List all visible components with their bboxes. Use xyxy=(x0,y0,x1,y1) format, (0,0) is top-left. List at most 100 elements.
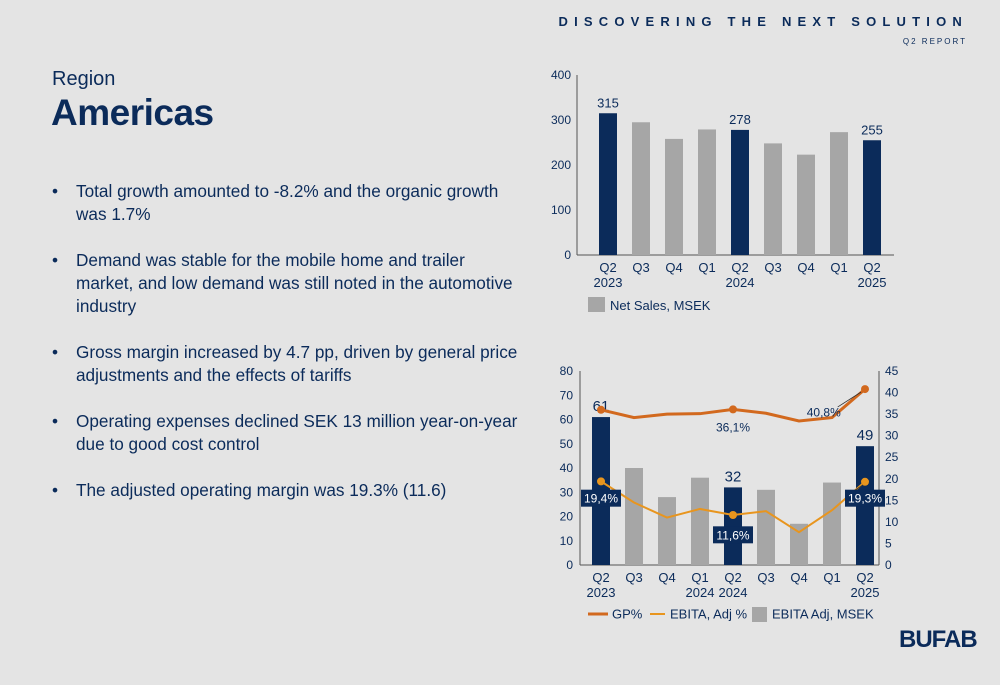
y-right-tick-label: 45 xyxy=(885,364,899,378)
series-marker xyxy=(861,477,869,486)
y-right-tick-label: 0 xyxy=(885,558,892,572)
bar-data-label: 32 xyxy=(725,468,742,485)
bar xyxy=(731,129,749,255)
report-header-title: DISCOVERING THE NEXT SOLUTION xyxy=(558,14,968,29)
bar xyxy=(658,497,676,565)
legend-label: EBITA, Adj % xyxy=(670,607,748,622)
series-marker xyxy=(597,477,605,486)
line-data-label: 40,8% xyxy=(807,405,841,419)
label-leader-line xyxy=(854,484,864,491)
report-header-subtitle: Q2 REPORT xyxy=(902,37,967,46)
bar xyxy=(599,113,617,255)
y-tick-label: 100 xyxy=(551,203,571,217)
bar xyxy=(830,132,848,255)
label-leader-line xyxy=(837,391,862,408)
x-tick-label: Q4 xyxy=(797,260,814,275)
y-tick-label: 300 xyxy=(551,113,571,127)
x-tick-label: 2024 xyxy=(719,585,748,600)
bar xyxy=(625,468,643,565)
x-tick-label: Q4 xyxy=(790,570,807,585)
series-marker xyxy=(861,385,869,394)
bar xyxy=(691,477,709,565)
legend-label: Net Sales, MSEK xyxy=(610,298,711,313)
x-tick-label: 2025 xyxy=(858,275,887,290)
y-right-tick-label: 35 xyxy=(885,407,899,421)
x-tick-label: Q3 xyxy=(632,260,649,275)
x-tick-label: Q2 xyxy=(863,260,880,275)
bullet-item: Gross margin increased by 4.7 pp, driven… xyxy=(52,341,522,387)
data-label: 255 xyxy=(861,122,883,137)
region-label: Region xyxy=(52,68,116,90)
y-left-tick-label: 50 xyxy=(560,437,574,451)
x-tick-label: 2024 xyxy=(686,585,715,600)
series-marker xyxy=(729,405,737,414)
page-title: Americas xyxy=(51,92,214,133)
x-tick-label: Q1 xyxy=(823,570,840,585)
bullet-item: Total growth amounted to -8.2% and the o… xyxy=(52,180,522,226)
y-right-tick-label: 20 xyxy=(885,472,899,486)
x-tick-label: Q1 xyxy=(830,260,847,275)
x-tick-label: Q3 xyxy=(757,570,774,585)
y-left-tick-label: 0 xyxy=(566,558,573,572)
y-right-tick-label: 40 xyxy=(885,386,899,400)
x-tick-label: 2025 xyxy=(851,585,880,600)
bar xyxy=(764,143,782,255)
x-tick-label: Q2 xyxy=(731,260,748,275)
x-tick-label: Q2 xyxy=(856,570,873,585)
bullet-item: Demand was stable for the mobile home an… xyxy=(52,249,522,318)
y-tick-label: 0 xyxy=(564,248,571,262)
ebita-chart: 0102030405060708005101520253035404561324… xyxy=(560,364,899,622)
x-tick-label: 2024 xyxy=(726,275,755,290)
y-tick-label: 400 xyxy=(551,68,571,82)
line-data-label: 11,6% xyxy=(716,528,749,542)
company-logo: BUFAB xyxy=(899,626,978,653)
legend-label: GP% xyxy=(612,607,643,622)
bar xyxy=(665,138,683,255)
data-label: 315 xyxy=(597,95,619,110)
bar xyxy=(698,129,716,255)
bar xyxy=(757,489,775,565)
y-right-tick-label: 15 xyxy=(885,493,899,507)
bar xyxy=(823,482,841,565)
x-tick-label: Q3 xyxy=(625,570,642,585)
data-label-box xyxy=(713,526,753,544)
y-left-tick-label: 40 xyxy=(560,461,574,475)
x-tick-label: Q1 xyxy=(691,570,708,585)
x-tick-label: Q4 xyxy=(665,260,682,275)
line-data-label: 19,3% xyxy=(848,492,882,506)
x-tick-label: Q4 xyxy=(658,570,675,585)
series-marker xyxy=(597,405,605,414)
y-right-tick-label: 10 xyxy=(885,515,899,529)
line-data-label: 36,1% xyxy=(716,421,750,435)
bar-data-label: 49 xyxy=(857,427,874,444)
data-label-box xyxy=(845,489,885,507)
bar xyxy=(863,140,881,255)
line-data-label: 19,4% xyxy=(584,492,618,506)
y-left-tick-label: 70 xyxy=(560,388,574,402)
data-label-box xyxy=(581,489,621,507)
y-left-tick-label: 30 xyxy=(560,485,574,499)
y-right-tick-label: 30 xyxy=(885,429,899,443)
bullet-item: The adjusted operating margin was 19.3% … xyxy=(52,479,522,502)
x-tick-label: Q2 xyxy=(592,570,609,585)
x-tick-label: 2023 xyxy=(594,275,623,290)
x-tick-label: Q2 xyxy=(724,570,741,585)
y-right-tick-label: 25 xyxy=(885,450,899,464)
x-tick-label: 2023 xyxy=(587,585,616,600)
legend-swatch xyxy=(588,297,605,312)
bullet-item: Operating expenses declined SEK 13 milli… xyxy=(52,410,522,456)
legend-swatch-bar xyxy=(752,607,767,622)
data-label: 278 xyxy=(729,112,751,127)
y-left-tick-label: 80 xyxy=(560,364,574,378)
legend-label: EBITA Adj, MSEK xyxy=(772,607,874,622)
y-left-tick-label: 20 xyxy=(560,510,574,524)
bar xyxy=(797,154,815,255)
x-tick-label: Q1 xyxy=(698,260,715,275)
y-left-tick-label: 10 xyxy=(560,534,574,548)
y-tick-label: 200 xyxy=(551,158,571,172)
y-left-tick-label: 60 xyxy=(560,413,574,427)
x-tick-label: Q2 xyxy=(599,260,616,275)
y-right-tick-label: 5 xyxy=(885,536,892,550)
bar xyxy=(632,122,650,255)
